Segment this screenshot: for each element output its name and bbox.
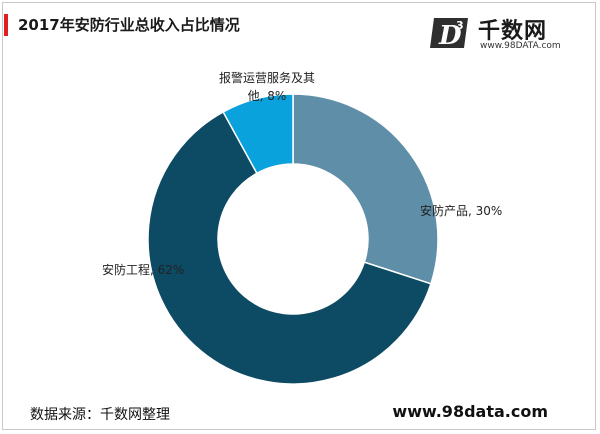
footer-website: www.98data.com <box>392 402 548 421</box>
donut-slice-1 <box>147 110 432 385</box>
title-accent-bar <box>4 14 8 36</box>
slice-label-2-line2: 他, 8% <box>248 89 287 103</box>
donut-slice-0 <box>292 93 439 285</box>
brand-logo-superscript: 3 <box>456 19 464 32</box>
data-source-note: 数据来源：千数网整理 <box>30 407 170 423</box>
slice-label-2: 报警运营服务及其 <box>219 70 315 85</box>
brand-url: www.98DATA.com <box>480 41 561 51</box>
figure-frame <box>2 2 596 430</box>
donut-slices <box>147 93 439 385</box>
brand-logo-icon: D 3 <box>430 18 468 51</box>
chart-title: 2017年安防行业总收入占比情况 <box>18 16 240 34</box>
brand-logo-letter: D <box>438 21 462 51</box>
brand-name: 千数网 <box>478 19 548 44</box>
donut-slice-2 <box>222 93 294 175</box>
brand-logo-block: D 3 千数网 www.98DATA.com <box>430 10 578 56</box>
slice-label-1: 安防工程, 62% <box>102 262 184 277</box>
slice-label-0: 安防产品, 30% <box>420 203 502 218</box>
